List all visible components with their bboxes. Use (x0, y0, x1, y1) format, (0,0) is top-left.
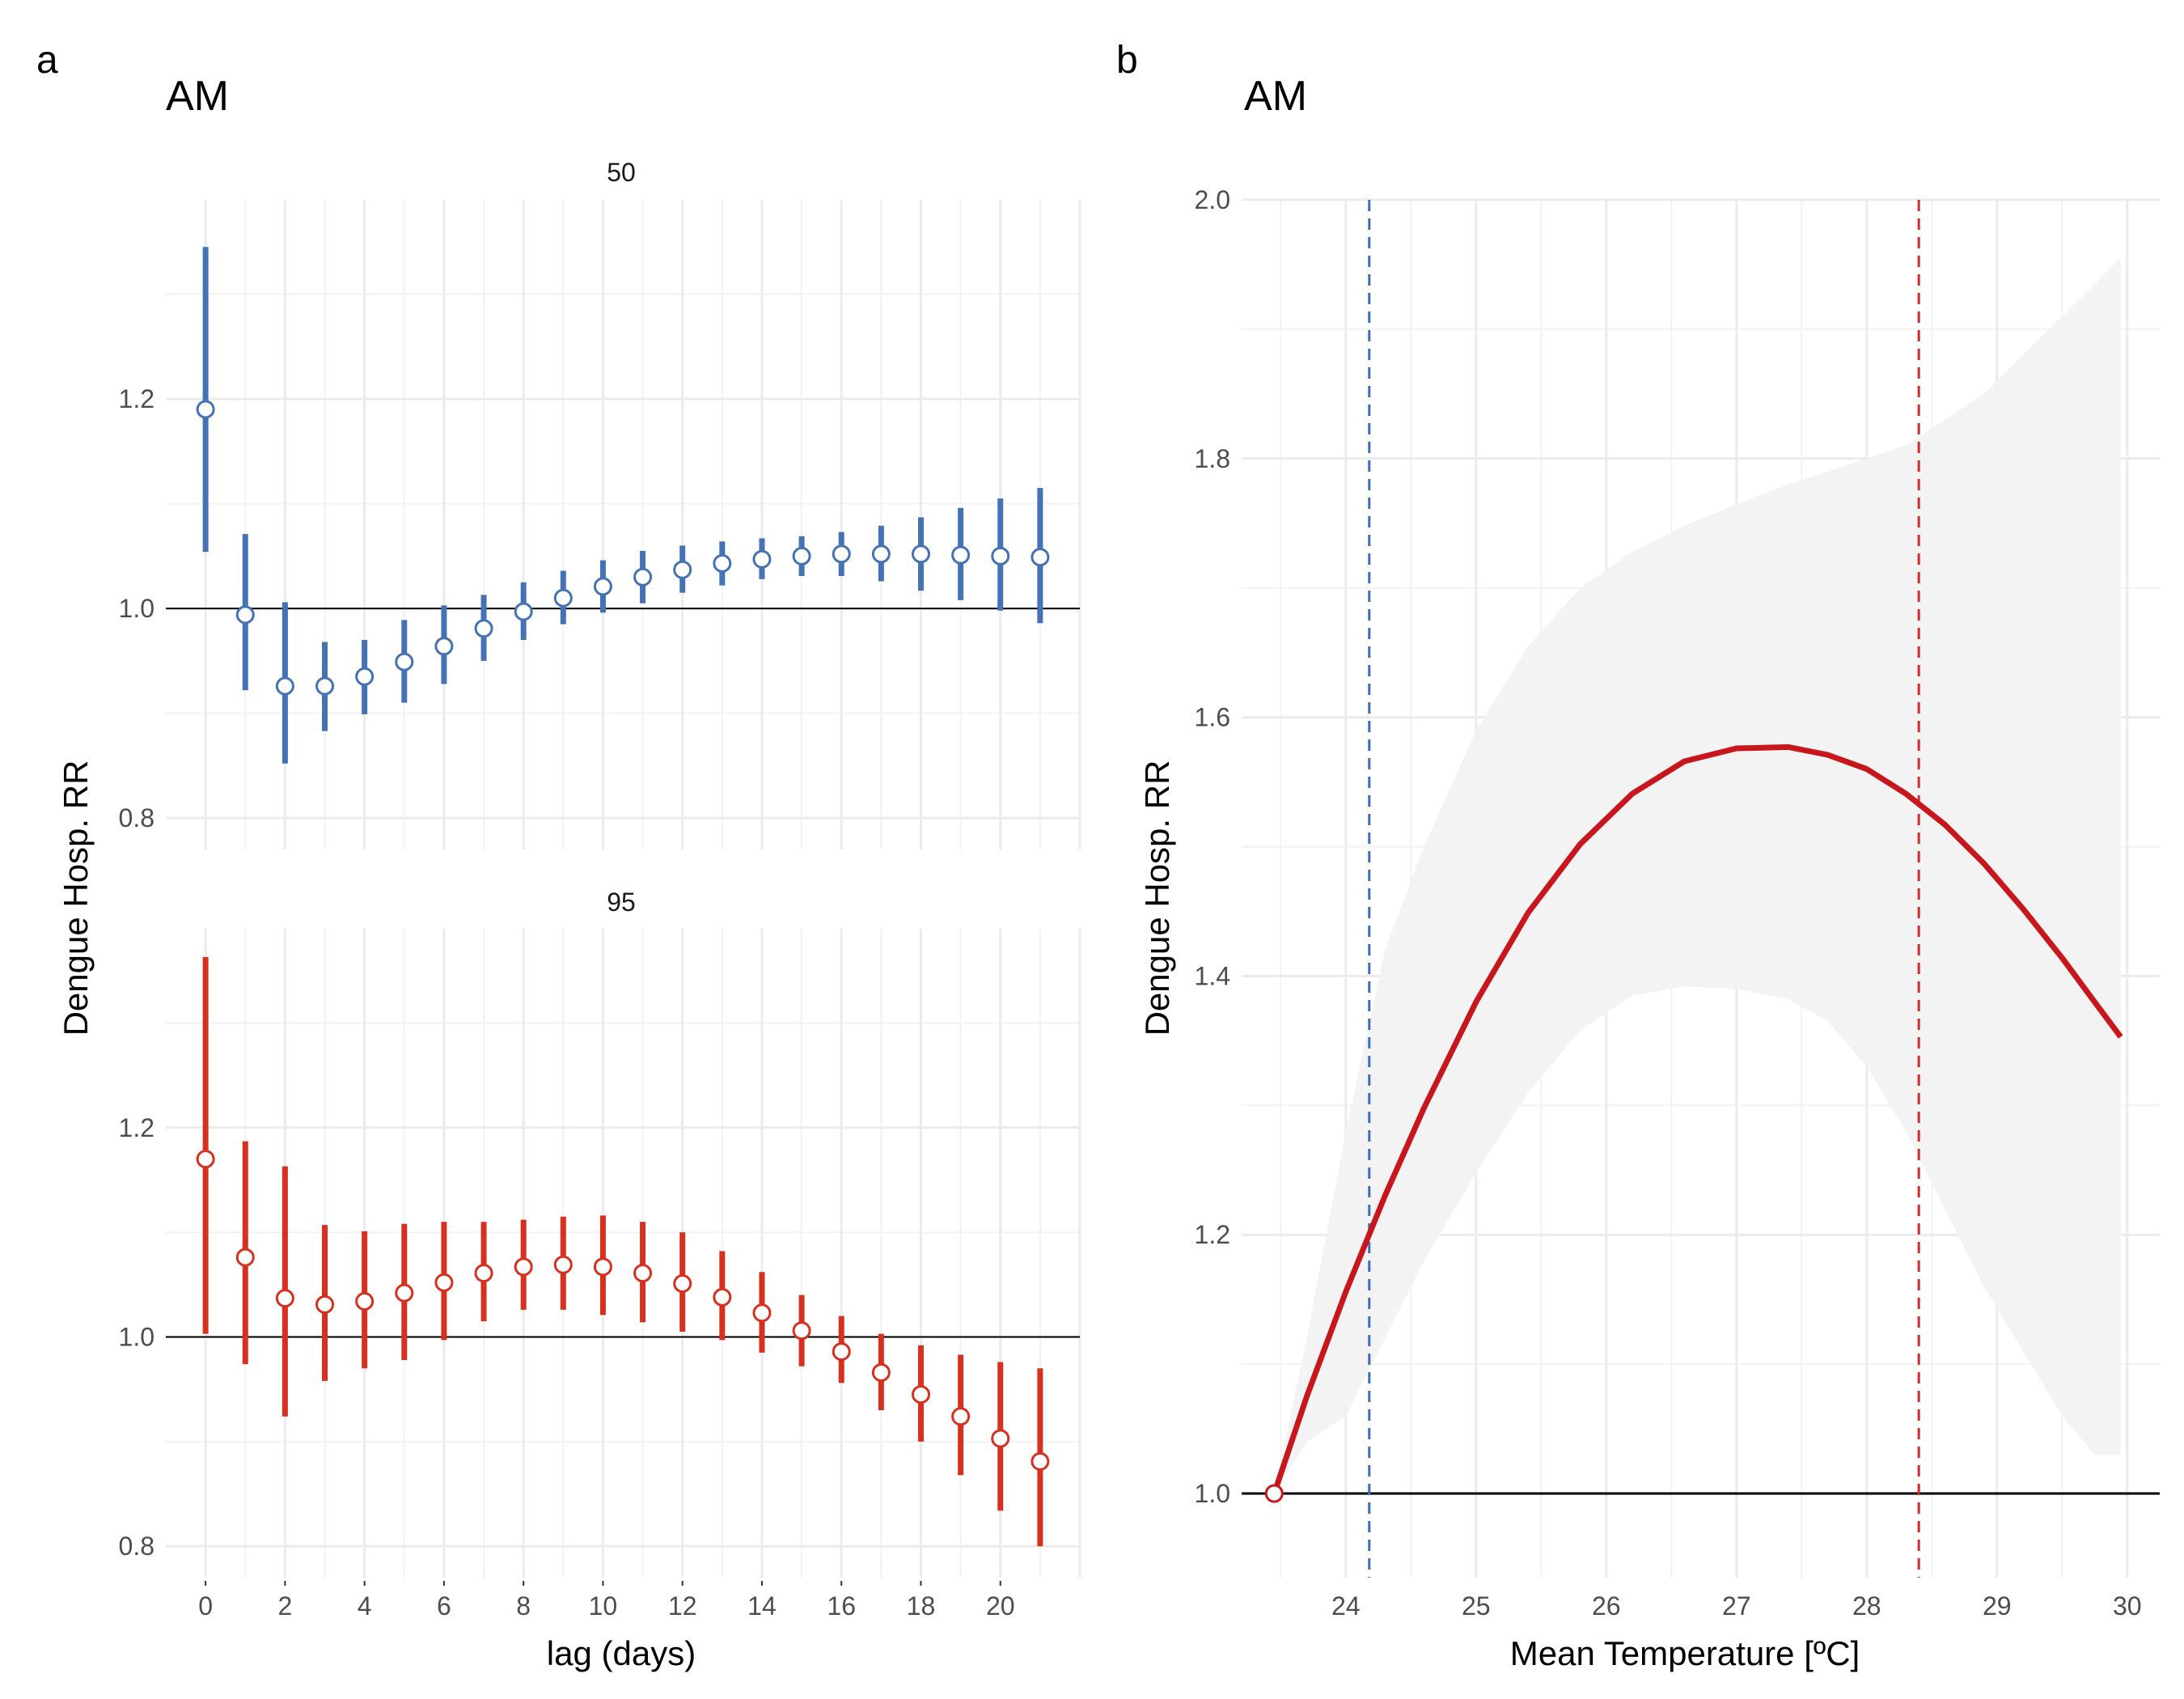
x-tick-label: 8 (516, 1591, 531, 1621)
estimate-point (434, 1273, 454, 1292)
x-tick-label: 18 (907, 1591, 936, 1621)
x-tick-label: 10 (589, 1591, 618, 1621)
estimate-point (673, 1274, 692, 1294)
estimate-point (1031, 1451, 1050, 1471)
panel-a-letter: a (36, 39, 58, 82)
y-axis-title: Dengue Hosp. RR (57, 761, 95, 1036)
estimate-point (792, 1321, 811, 1341)
y-tick-label: 1.0 (1195, 1479, 1230, 1508)
estimate-point (514, 1257, 533, 1277)
estimate-point (395, 652, 414, 672)
estimate-point (832, 544, 851, 564)
estimate-point (275, 676, 294, 696)
estimate-point (871, 544, 891, 564)
estimate-point (434, 637, 454, 656)
x-tick-label: 24 (1331, 1591, 1361, 1621)
y-tick-label: 1.2 (119, 384, 154, 413)
estimate-point (713, 553, 732, 573)
x-tick-label: 16 (827, 1591, 856, 1621)
estimate-point (235, 605, 255, 625)
x-tick-label: 28 (1852, 1591, 1881, 1621)
estimate-point (474, 619, 493, 638)
estimate-point (514, 602, 533, 621)
x-tick-label: 29 (1983, 1591, 2012, 1621)
x-tick-label: 12 (668, 1591, 697, 1621)
y-tick-label: 2.0 (1195, 185, 1230, 214)
facet-panel-95: 0.8 1.0 1.2 (119, 929, 1081, 1578)
response-curve (1271, 744, 2123, 1495)
estimate-point (991, 1429, 1010, 1448)
estimate-point (355, 667, 375, 686)
estimate-point (951, 1407, 971, 1426)
y-tick-label: 1.6 (1195, 703, 1230, 732)
x-tick-label: 0 (198, 1591, 213, 1621)
panel-a-title: AM (166, 73, 229, 120)
estimate-point (792, 546, 811, 566)
estimate-point (315, 1294, 335, 1314)
estimate-point (713, 1287, 732, 1307)
panel-a-lag-response: 50 95 Dengue Hosp. RR lag (days) 0.8 1.0 1… (57, 158, 1081, 1672)
estimate-point (355, 1292, 375, 1311)
estimate-point (196, 1150, 215, 1169)
y-tick-label: 0.8 (119, 803, 154, 833)
estimate-point (315, 676, 335, 696)
estimate-point (991, 546, 1010, 566)
confidence-ribbon (1274, 258, 2121, 1494)
x-tick-label: 30 (2113, 1591, 2142, 1621)
x-tick-label: 14 (747, 1591, 777, 1621)
estimate-point (871, 1362, 891, 1382)
estimate-point (911, 544, 930, 564)
estimate-point (752, 1303, 772, 1323)
estimate-point (275, 1289, 294, 1308)
estimate-point (593, 1257, 612, 1277)
estimate-point (1031, 548, 1050, 567)
estimate-point (951, 545, 971, 565)
estimate-point (395, 1283, 414, 1303)
y-tick-label: 0.8 (119, 1532, 154, 1561)
facet-strip-label: 50 (607, 158, 636, 187)
estimate-point (633, 567, 653, 587)
x-tick-label: 4 (358, 1591, 372, 1621)
x-tick-label: 6 (437, 1591, 451, 1621)
estimate-point (474, 1264, 493, 1283)
x-axis-title: Mean Temperature [ºC] (1510, 1634, 1860, 1672)
estimate-point (553, 1255, 573, 1274)
estimate-point (832, 1342, 851, 1362)
y-tick-label: 1.0 (119, 1322, 154, 1351)
y-tick-label: 1.2 (119, 1113, 154, 1142)
y-tick-label: 1.2 (1195, 1220, 1230, 1249)
panel-b-temperature-response: Dengue Hosp. RR Mean Temperature [ºC] 24… (1138, 185, 2160, 1672)
estimate-point (673, 560, 692, 579)
estimate-point (911, 1385, 930, 1405)
x-tick-label: 27 (1722, 1591, 1751, 1621)
estimate-point (633, 1264, 653, 1283)
y-axis-title: Dengue Hosp. RR (1138, 761, 1176, 1036)
y-tick-label: 1.8 (1195, 444, 1230, 473)
estimate-point (752, 549, 772, 569)
estimate-point (235, 1248, 255, 1267)
y-tick-label: 1.0 (119, 594, 154, 623)
x-axis-title: lag (days) (547, 1634, 696, 1672)
facet-panel-50: 0.8 1.0 1.2 (119, 200, 1081, 850)
reference-point (1264, 1484, 1284, 1503)
panel-b-title: AM (1244, 73, 1307, 120)
x-tick-label: 2 (277, 1591, 292, 1621)
estimate-point (196, 400, 215, 419)
x-tick-label: 25 (1462, 1591, 1491, 1621)
panel-b-letter: b (1116, 39, 1138, 82)
estimate-point (553, 588, 573, 608)
facet-strip-label: 95 (607, 888, 636, 917)
x-tick-label: 26 (1592, 1591, 1621, 1621)
estimate-point (593, 577, 612, 596)
y-tick-label: 1.4 (1195, 961, 1230, 990)
x-tick-label: 20 (986, 1591, 1015, 1621)
